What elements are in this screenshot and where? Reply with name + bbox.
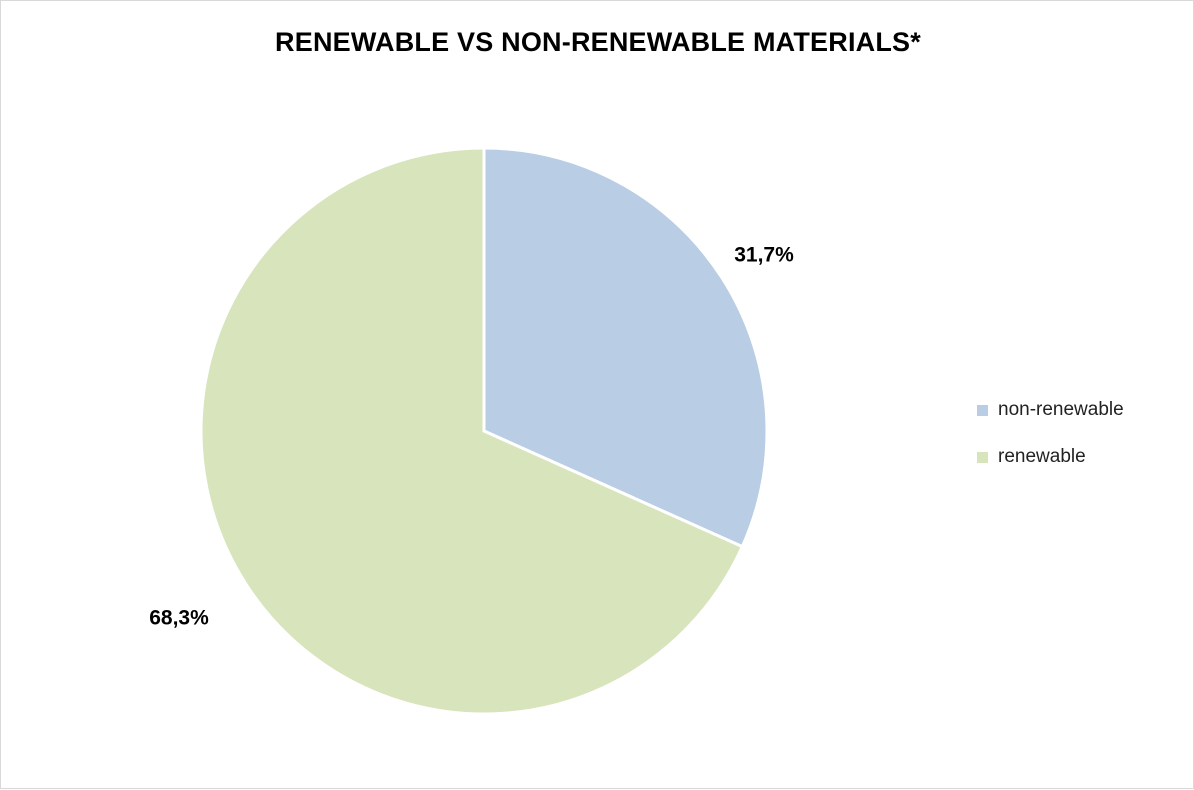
pie-slice-renewable xyxy=(199,146,745,716)
legend-swatch xyxy=(977,404,988,416)
legend-item-renewable: renewable xyxy=(977,442,1124,472)
chart-legend: non-renewable renewable xyxy=(977,395,1124,489)
chart-title: RENEWABLE VS NON-RENEWABLE MATERIALS* xyxy=(275,27,921,57)
legend-item-non-renewable: non-renewable xyxy=(977,395,1124,425)
data-label-non-renewable: 31,7% xyxy=(734,244,794,267)
data-label-renewable: 68,3% xyxy=(149,607,209,630)
legend-swatch xyxy=(977,451,988,463)
legend-label: non-renewable xyxy=(998,399,1124,420)
pie-slice-non-renewable xyxy=(482,146,769,549)
legend-label: renewable xyxy=(998,446,1086,467)
